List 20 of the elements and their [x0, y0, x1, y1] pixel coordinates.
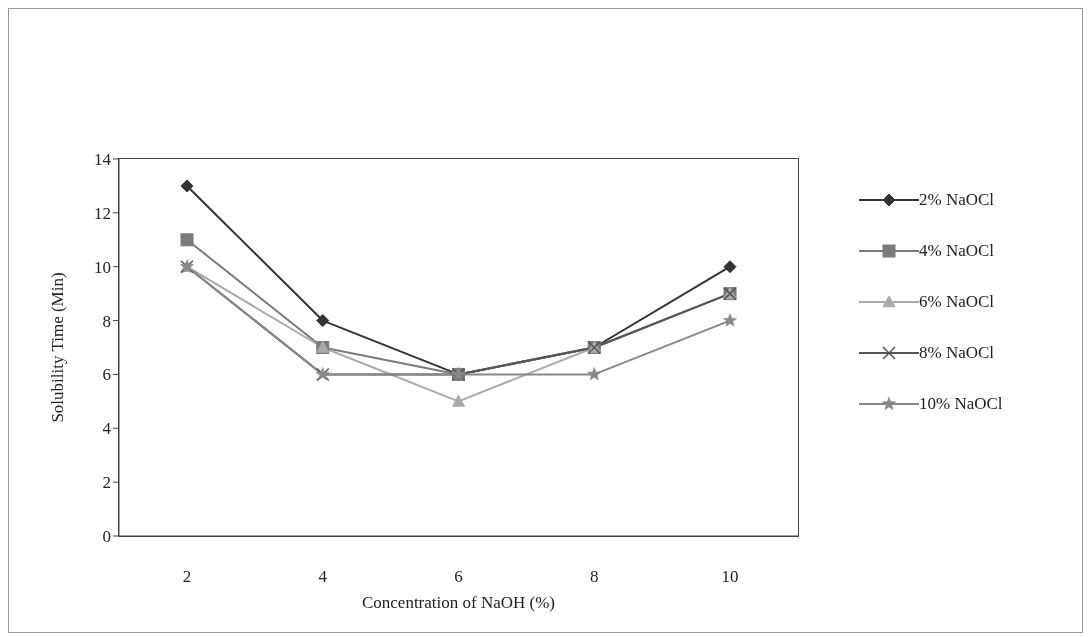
x-tick-label: 2 [182, 567, 192, 587]
legend-label: 4% NaOCl [919, 240, 995, 261]
legend-label: 10% NaOCl [919, 393, 1003, 414]
x-tick-label: 10 [721, 567, 739, 587]
x-tick-label: 4 [318, 567, 328, 587]
y-tick-label: 6 [102, 365, 111, 385]
legend-label: 2% NaOCl [919, 189, 995, 210]
y-tick-label: 10 [94, 257, 111, 277]
x-axis-title: Concentration of NaOH (%) [361, 593, 556, 612]
x-tick-label: 8 [590, 567, 599, 587]
legend-label: 6% NaOCl [919, 291, 995, 312]
y-axis-title: Solubility Time (Min) [48, 272, 68, 423]
y-tick-label: 0 [102, 527, 111, 547]
y-tick-label: 12 [94, 203, 111, 223]
legend-label: 8% NaOCl [919, 342, 995, 363]
y-tick-label: 4 [102, 419, 112, 439]
y-tick-label: 8 [102, 311, 111, 331]
x-tick-label: 6 [454, 567, 463, 587]
y-tick-label: 2 [102, 473, 111, 493]
y-tick-label: 14 [94, 150, 112, 170]
